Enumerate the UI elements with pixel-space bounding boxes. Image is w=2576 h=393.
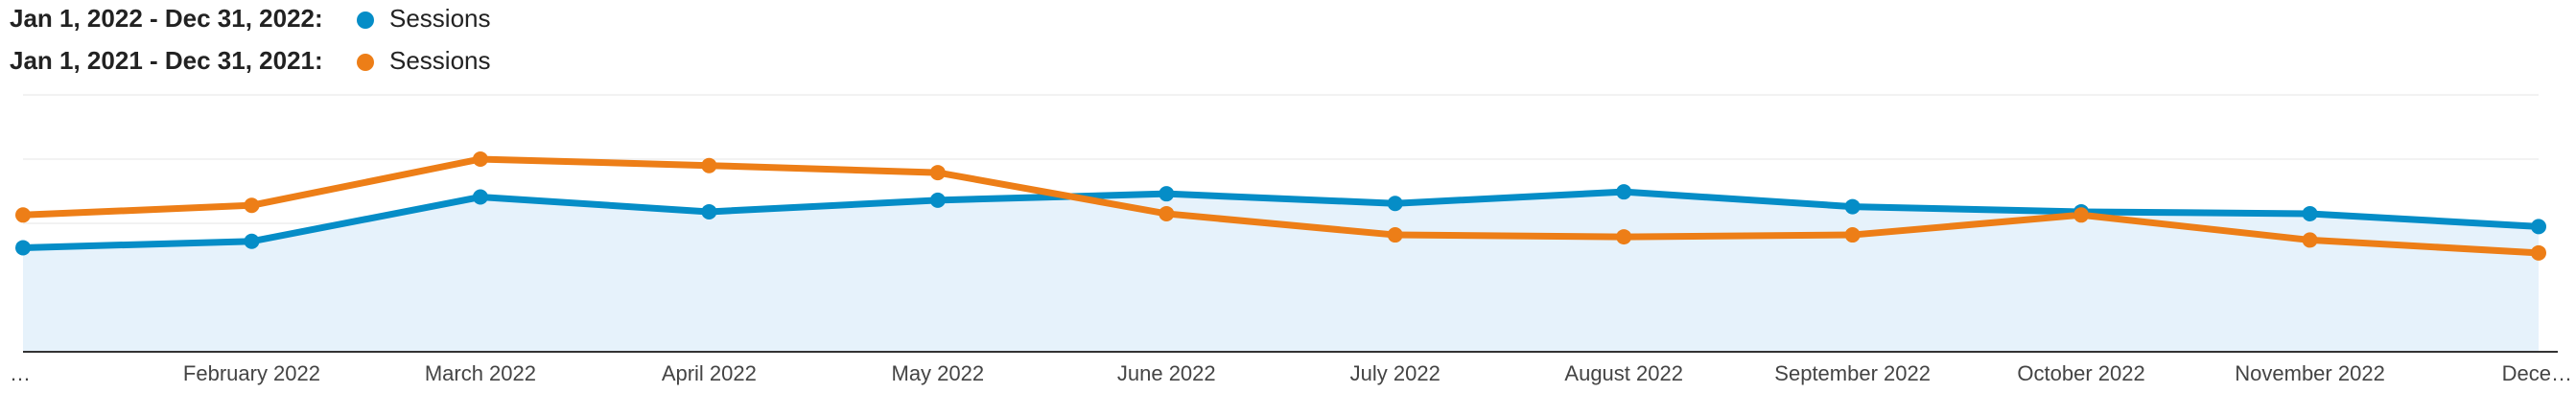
series-point (701, 157, 717, 173)
x-tick-label: April 2022 (662, 361, 757, 385)
x-tick-label: Dece… (2502, 361, 2572, 385)
series-point (929, 165, 946, 181)
series-point (2531, 244, 2546, 261)
legend-period: Jan 1, 2021 - Dec 31, 2021: (10, 46, 323, 75)
series-point (2302, 205, 2318, 221)
x-tick-label: October 2022 (2017, 361, 2144, 385)
x-tick-label: July 2022 (1350, 361, 1440, 385)
series-line (22, 155, 2540, 257)
x-tick-label: August 2022 (1564, 361, 1683, 385)
x-tick-label: June 2022 (1117, 361, 1216, 385)
series-point (1387, 196, 1403, 212)
series-point (1844, 198, 1861, 215)
series-point (1616, 184, 1632, 200)
x-tick-label: September 2022 (1774, 361, 1931, 385)
legend-swatch (357, 54, 374, 71)
series-point (472, 151, 488, 167)
series-point (929, 192, 946, 208)
series-point (701, 203, 717, 220)
x-tick-label: February 2022 (183, 361, 320, 385)
series-point (15, 240, 31, 256)
series-point (244, 233, 260, 249)
series-point (1616, 229, 1632, 245)
series-line (22, 188, 2540, 251)
series-point (1387, 227, 1403, 243)
series-point (2302, 232, 2318, 248)
series-point (472, 189, 488, 205)
legend-label: Sessions (389, 4, 491, 33)
x-tick-label: March 2022 (425, 361, 536, 385)
legend-period: Jan 1, 2022 - Dec 31, 2022: (10, 4, 323, 33)
legend-label: Sessions (389, 46, 491, 75)
series-point (2531, 219, 2546, 235)
series-point (2073, 207, 2090, 223)
x-tick-label: May 2022 (892, 361, 985, 385)
x-tick-label: … (10, 361, 31, 385)
series-point (15, 207, 31, 223)
series-point (1159, 205, 1175, 221)
series-point (244, 197, 260, 214)
x-tick-label: November 2022 (2235, 361, 2385, 385)
legend-swatch (357, 12, 374, 29)
series-point (1159, 186, 1175, 202)
series-point (1844, 227, 1861, 243)
